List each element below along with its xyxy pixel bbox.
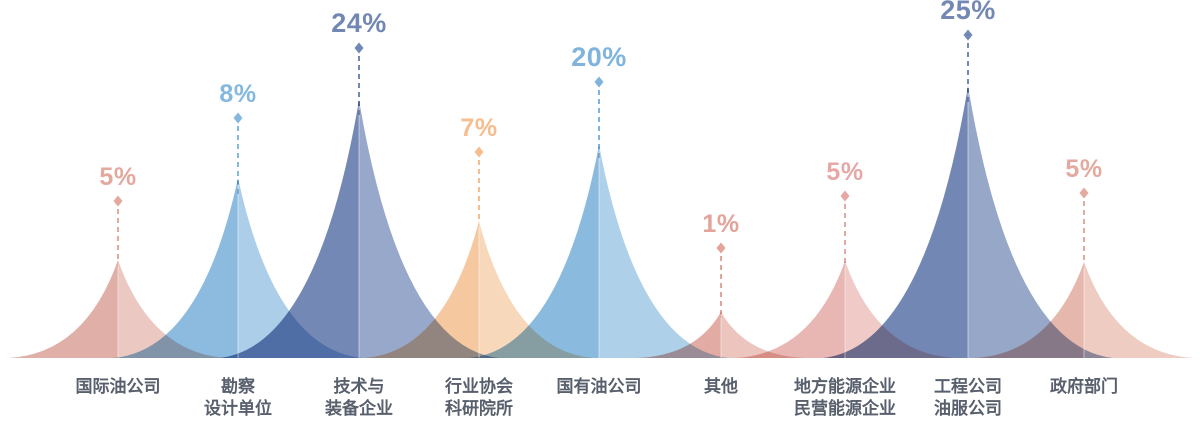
peak-government xyxy=(974,262,1194,358)
peak-left-half-state-oil-companies xyxy=(469,145,599,358)
peak-tech-equipment-enterprises xyxy=(219,100,499,358)
marker-diamond-icon-tech-equipment-enterprises xyxy=(354,42,364,54)
peak-right-half-local-private-energy xyxy=(845,261,955,358)
peak-left-half-engineering-oilfield-svc xyxy=(823,86,968,358)
peak-right-half-intl-oil-companies xyxy=(118,260,228,358)
peak-right-half-engineering-oilfield-svc xyxy=(968,86,1113,358)
peak-left-half-tech-equipment-enterprises xyxy=(219,100,359,358)
peak-left-half-local-private-energy xyxy=(735,261,845,358)
peak-dividers-and-markers xyxy=(113,29,1089,358)
peak-local-private-energy xyxy=(735,261,955,358)
marker-diamond-icon-industry-assoc-research xyxy=(474,146,484,158)
marker-diamond-icon-local-private-energy xyxy=(840,190,850,202)
peak-right-half-survey-design-units xyxy=(238,178,363,358)
peak-intl-oil-companies xyxy=(8,260,228,358)
marker-diamond-icon-intl-oil-companies xyxy=(113,195,123,207)
peak-left-half-intl-oil-companies xyxy=(8,260,118,358)
peak-right-half-others xyxy=(721,312,806,358)
peak-engineering-oilfield-svc xyxy=(823,86,1113,358)
marker-diamond-icon-state-oil-companies xyxy=(594,76,604,88)
peak-state-oil-companies xyxy=(469,145,729,358)
peak-right-half-tech-equipment-enterprises xyxy=(359,100,499,358)
peak-right-half-industry-assoc-research xyxy=(479,221,594,358)
peak-others xyxy=(636,312,806,358)
peak-shapes xyxy=(8,86,1194,358)
marker-diamond-icon-survey-design-units xyxy=(233,112,243,124)
peak-left-half-industry-assoc-research xyxy=(364,221,479,358)
peak-left-half-government xyxy=(974,262,1084,358)
marker-diamond-icon-government xyxy=(1079,187,1089,199)
marker-diamond-icon-others xyxy=(716,242,726,254)
peak-industry-assoc-research xyxy=(364,221,594,358)
peak-left-half-survey-design-units xyxy=(113,178,238,358)
peak-right-half-state-oil-companies xyxy=(599,145,729,358)
marker-diamond-icon-engineering-oilfield-svc xyxy=(963,29,973,41)
peak-survey-design-units xyxy=(113,178,363,358)
peak-left-half-others xyxy=(636,312,721,358)
peak-right-half-government xyxy=(1084,262,1194,358)
